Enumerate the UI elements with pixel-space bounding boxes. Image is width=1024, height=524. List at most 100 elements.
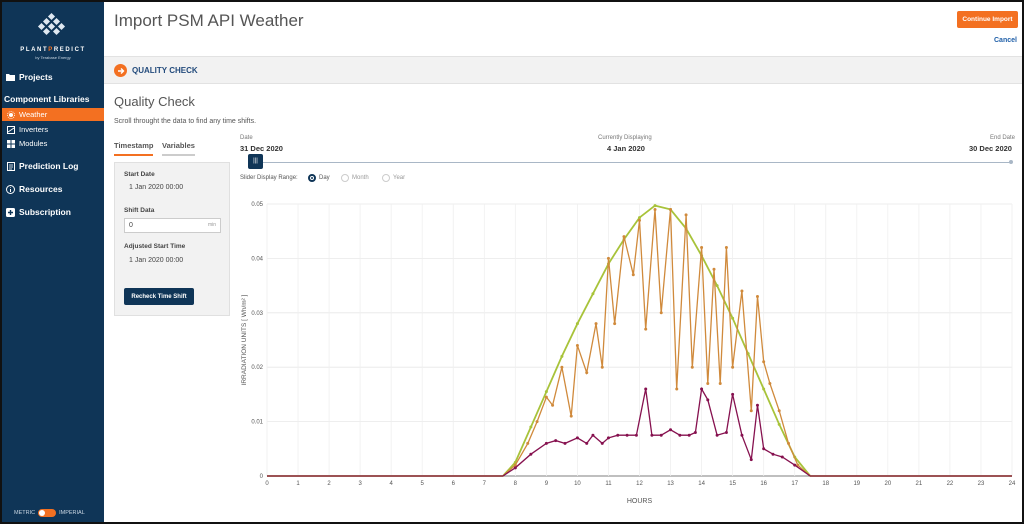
data-point (606, 436, 610, 440)
x-tick-label: 9 (545, 481, 549, 487)
data-point (712, 267, 716, 271)
x-tick-label: 1 (296, 481, 300, 487)
data-point (771, 452, 775, 456)
data-point (638, 218, 641, 222)
folder-icon (6, 73, 15, 82)
data-point (544, 395, 548, 399)
continue-import-button[interactable]: Continue Import (957, 11, 1018, 28)
data-point (724, 430, 728, 434)
sidebar-section-label: Component Libraries (4, 94, 90, 104)
data-point (706, 382, 710, 386)
data-point (715, 433, 719, 437)
x-tick-label: 11 (605, 481, 612, 487)
data-point (644, 327, 648, 331)
x-tick-label: 3 (358, 481, 362, 487)
data-point (731, 392, 735, 396)
cancel-link[interactable]: Cancel (994, 37, 1017, 44)
sidebar-item-projects[interactable]: Projects (6, 72, 53, 82)
end-date-caption: End Date (990, 135, 1016, 141)
date-slider-track[interactable] (250, 162, 1012, 163)
data-point (554, 439, 558, 443)
data-point (659, 311, 663, 315)
start-date-caption: Date (240, 135, 253, 141)
x-tick-label: 20 (884, 481, 891, 487)
sidebar-item-weather[interactable]: Weather (2, 108, 104, 121)
x-tick-label: 6 (452, 481, 456, 487)
slider-start-date: 31 Dec 2020 (240, 144, 283, 153)
adjusted-start-label: Adjusted Start Time (124, 243, 186, 250)
data-point (622, 235, 626, 239)
shift-data-input[interactable]: 0 min (124, 218, 221, 233)
section-title: Quality Check (114, 94, 195, 109)
y-axis-label: IRRADIATION UNITS [ Wh/m² ] (241, 294, 248, 385)
sidebar: PLANTPREDICT by Terabase Energy Projects… (2, 2, 104, 522)
currently-displaying-date: 4 Jan 2020 (607, 144, 645, 153)
range-option-label: Month (352, 175, 369, 181)
data-point (613, 322, 617, 326)
data-point (740, 433, 744, 437)
data-point (675, 387, 679, 391)
x-tick-label: 12 (636, 481, 643, 487)
range-option-year[interactable]: Year (382, 174, 405, 182)
x-tick-label: 13 (667, 481, 674, 487)
adjusted-start-value: 1 Jan 2020 00:00 (129, 257, 184, 264)
y-tick-label: 0.04 (251, 256, 263, 262)
data-point (551, 403, 555, 407)
data-point (569, 414, 573, 418)
data-point (634, 433, 638, 437)
x-tick-label: 15 (729, 481, 736, 487)
data-point (563, 441, 567, 445)
data-point (560, 354, 564, 358)
units-metric-label: METRIC (14, 510, 36, 516)
y-tick-label: 0.02 (251, 365, 263, 371)
sidebar-item-modules[interactable]: Modules (2, 137, 104, 150)
sidebar-item-subscription[interactable]: Subscription (6, 207, 71, 217)
data-point (513, 466, 517, 470)
tab-variables[interactable]: Variables (162, 141, 195, 156)
data-point (560, 365, 564, 369)
range-option-month[interactable]: Month (341, 174, 369, 182)
radio-selected-icon (308, 174, 316, 182)
data-point (706, 398, 710, 402)
x-tick-label: 16 (760, 481, 767, 487)
sidebar-item-resources[interactable]: Resources (6, 184, 62, 194)
x-tick-label: 5 (421, 481, 425, 487)
tab-timestamp[interactable]: Timestamp (114, 141, 154, 156)
data-point (749, 409, 753, 413)
data-point (796, 463, 800, 467)
grid-icon (6, 139, 15, 148)
logo[interactable]: PLANTPREDICT by Terabase Energy (2, 12, 104, 60)
data-point (575, 322, 579, 326)
x-tick-label: 24 (1009, 481, 1016, 487)
start-date-label: Start Date (124, 171, 155, 178)
data-point (669, 428, 673, 432)
data-point (690, 365, 694, 369)
x-tick-label: 21 (916, 481, 923, 487)
info-icon (6, 184, 15, 194)
start-date-value: 1 Jan 2020 00:00 (129, 184, 184, 191)
sidebar-item-label: Prediction Log (19, 161, 79, 171)
sidebar-item-label: Inverters (19, 125, 49, 134)
units-toggle[interactable] (38, 509, 57, 517)
data-point (653, 204, 657, 208)
data-point (513, 463, 517, 467)
sidebar-item-inverters[interactable]: Inverters (2, 123, 104, 136)
data-point (731, 316, 735, 320)
data-point (715, 284, 719, 288)
data-point (718, 382, 722, 386)
sidebar-item-prediction-log[interactable]: Prediction Log (6, 161, 79, 171)
x-tick-label: 17 (791, 481, 798, 487)
range-option-day[interactable]: Day (308, 174, 330, 182)
sidebar-item-label: Weather (19, 110, 48, 119)
date-slider-handle[interactable]: ||| (248, 154, 263, 169)
data-point (755, 403, 759, 407)
data-point (625, 433, 629, 437)
data-point (585, 441, 589, 445)
x-tick-label: 18 (822, 481, 829, 487)
recheck-time-shift-button[interactable]: Recheck Time Shift (124, 288, 194, 305)
data-point (529, 452, 533, 456)
range-option-label: Year (393, 175, 406, 181)
x-tick-label: 19 (853, 481, 860, 487)
y-tick-label: 0.05 (251, 202, 263, 208)
